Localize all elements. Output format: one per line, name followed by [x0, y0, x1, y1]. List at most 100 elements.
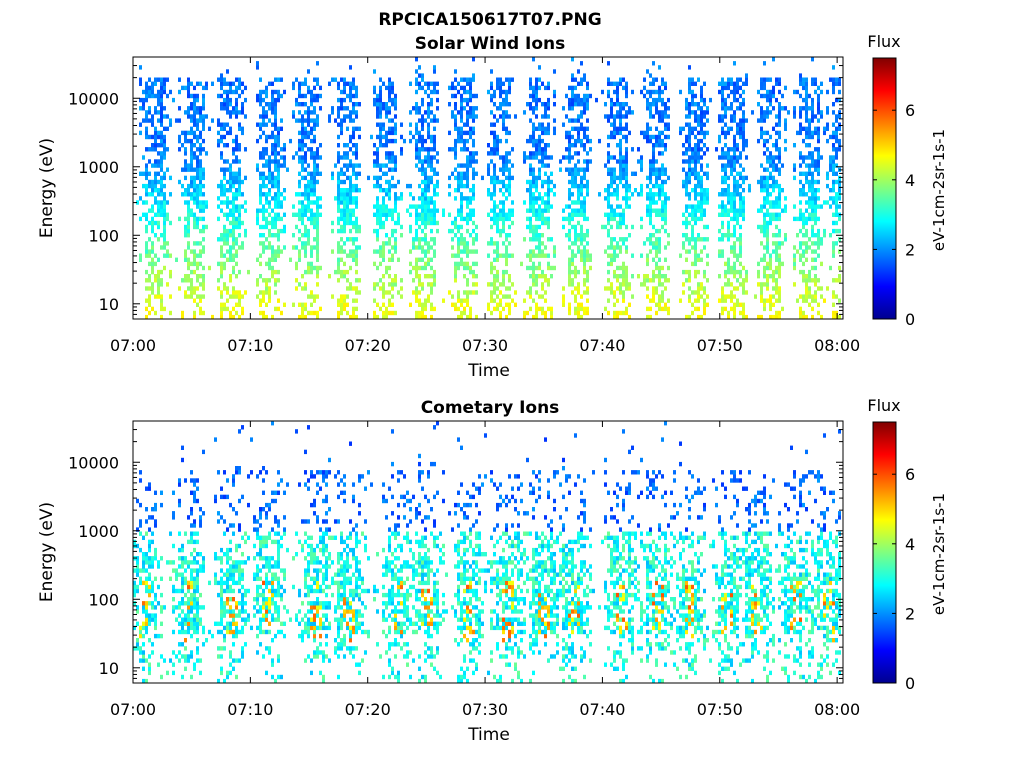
heatmap-cell — [184, 192, 187, 197]
heatmap-cell — [688, 65, 691, 70]
heatmap-cell — [700, 85, 703, 91]
heatmap-cell — [631, 171, 634, 176]
heatmap-cell — [739, 171, 742, 176]
heatmap-cell — [433, 134, 436, 140]
heatmap-cell — [652, 269, 655, 275]
heatmap-cell — [187, 220, 190, 226]
heatmap-cell — [529, 77, 532, 82]
heatmap-cell — [184, 278, 187, 283]
heatmap-cell — [466, 138, 469, 144]
heatmap-cell — [142, 183, 145, 189]
heatmap-cell — [490, 159, 493, 164]
heatmap-cell — [274, 106, 277, 111]
heatmap-cell — [802, 216, 805, 222]
heatmap-cell — [718, 155, 721, 160]
heatmap-cell — [658, 93, 661, 99]
heatmap-cell — [388, 130, 391, 136]
heatmap-cell — [202, 171, 205, 176]
heatmap-cell — [655, 97, 658, 103]
heatmap-cell — [280, 249, 283, 254]
heatmap-cell — [316, 282, 319, 287]
heatmap-cell — [487, 188, 490, 193]
heatmap-cell — [508, 212, 511, 217]
heatmap-cell — [538, 237, 541, 242]
heatmap-cell — [187, 265, 190, 271]
heatmap-cell — [523, 155, 526, 160]
heatmap-cell — [772, 167, 775, 172]
heatmap-cell — [232, 241, 235, 246]
heatmap-cell — [643, 241, 646, 246]
heatmap-cell — [502, 110, 505, 115]
heatmap-cell — [817, 196, 820, 201]
heatmap-cell — [724, 212, 727, 217]
heatmap-cell — [421, 245, 424, 250]
heatmap-cell — [502, 220, 505, 226]
heatmap-cell — [232, 253, 235, 258]
heatmap-cell — [721, 155, 724, 160]
heatmap-cell — [232, 245, 235, 250]
heatmap-cell — [646, 196, 649, 201]
heatmap-cell — [811, 298, 814, 303]
heatmap-cell — [424, 196, 427, 201]
heatmap-cell — [586, 290, 589, 295]
heatmap-cell — [241, 102, 244, 107]
heatmap-cell — [154, 138, 157, 144]
heatmap-cell — [613, 134, 616, 140]
heatmap-cell — [232, 138, 235, 144]
heatmap-cell — [760, 290, 763, 295]
heatmap-cell — [340, 228, 343, 234]
heatmap-cell — [448, 192, 451, 197]
heatmap-cell — [532, 196, 535, 201]
heatmap-cell — [460, 134, 463, 140]
heatmap-cell — [631, 253, 634, 258]
heatmap-cell — [418, 147, 421, 152]
heatmap-cell — [832, 200, 835, 205]
heatmap-cell — [184, 257, 187, 262]
heatmap-cell — [688, 122, 691, 127]
heatmap-cell — [742, 130, 745, 136]
heatmap-cell — [799, 163, 802, 168]
heatmap-cell — [622, 216, 625, 222]
heatmap-cell — [697, 171, 700, 176]
heatmap-cell — [199, 261, 202, 267]
heatmap-cell — [811, 224, 814, 230]
heatmap-cell — [166, 212, 169, 217]
heatmap-cell — [808, 188, 811, 193]
heatmap-cell — [718, 138, 721, 144]
heatmap-cell — [505, 102, 508, 107]
heatmap-cell — [496, 220, 499, 226]
heatmap-cell — [658, 183, 661, 189]
heatmap-cell — [163, 233, 166, 238]
heatmap-cell — [544, 290, 547, 295]
heatmap-cell — [421, 257, 424, 262]
heatmap-cell — [433, 249, 436, 254]
heatmap-cell — [295, 97, 298, 103]
heatmap-cell — [232, 265, 235, 271]
heatmap-cell — [760, 93, 763, 99]
heatmap-cell — [832, 179, 835, 185]
heatmap-cell — [151, 89, 154, 95]
heatmap-cell — [664, 167, 667, 172]
heatmap-cell — [490, 265, 493, 271]
heatmap-cell — [454, 306, 457, 312]
heatmap-cell — [148, 278, 151, 283]
heatmap-cell — [667, 122, 670, 127]
heatmap-cell — [469, 310, 472, 316]
heatmap-cell — [490, 175, 493, 181]
heatmap-cell — [454, 167, 457, 172]
heatmap-cell — [760, 77, 763, 82]
heatmap-cell — [823, 298, 826, 303]
heatmap-cell — [619, 114, 622, 119]
heatmap-cell — [196, 134, 199, 140]
heatmap-cell — [187, 106, 190, 111]
heatmap-cell — [829, 155, 832, 160]
heatmap-cell — [616, 183, 619, 189]
heatmap-cell — [394, 237, 397, 242]
heatmap-cell — [196, 216, 199, 222]
heatmap-cell — [475, 282, 478, 287]
heatmap-cell — [220, 179, 223, 185]
heatmap-cell — [502, 278, 505, 283]
heatmap-cell — [646, 97, 649, 103]
heatmap-cell — [337, 216, 340, 222]
heatmap-cell — [835, 155, 838, 160]
